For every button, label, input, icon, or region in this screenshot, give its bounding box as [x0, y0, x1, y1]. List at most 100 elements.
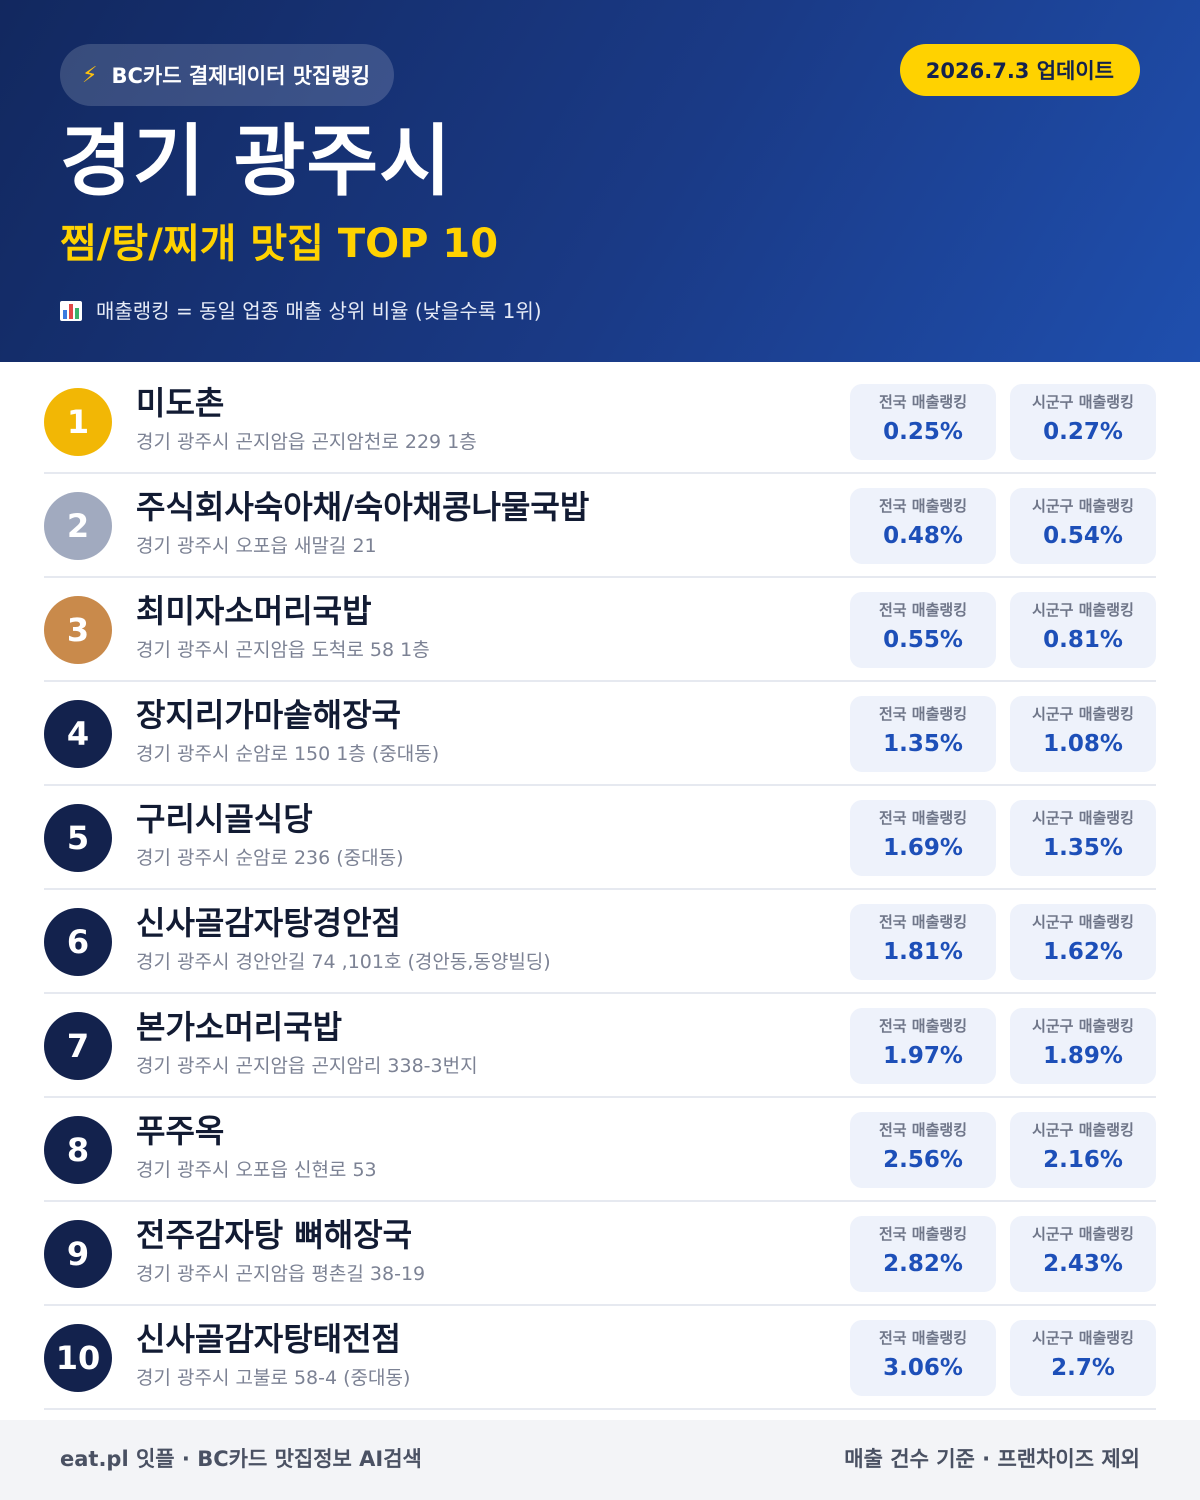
bar-chart-icon	[60, 301, 82, 321]
restaurant-address: 경기 광주시 고불로 58-4 (중대동)	[136, 1367, 411, 1389]
local-rank-value: 0.81%	[1043, 627, 1123, 653]
restaurant-row[interactable]: 9 전주감자탕 뼈해장국 경기 광주시 곤지암읍 평촌길 38-19 전국 매출…	[44, 1202, 1156, 1306]
rank-badge: 6	[44, 908, 112, 976]
region-title: 경기 광주시	[60, 117, 452, 207]
national-rank-value: 2.56%	[883, 1147, 963, 1173]
rank-badge: 7	[44, 1012, 112, 1080]
restaurant-name: 전주감자탕 뼈해장국	[136, 1216, 413, 1254]
local-rank-label: 시군구 매출랭킹	[1032, 913, 1134, 931]
category-title: 찜/탕/찌개 맛집 TOP 10	[60, 221, 499, 267]
rank-badge: 9	[44, 1220, 112, 1288]
national-rank-value: 1.69%	[883, 835, 963, 861]
local-rank-card: 시군구 매출랭킹 1.35%	[1010, 800, 1156, 876]
restaurant-address: 경기 광주시 순암로 150 1층 (중대동)	[136, 743, 440, 765]
header-banner: ⚡ BC카드 결제데이터 맛집랭킹 2026.7.3 업데이트 경기 광주시 찜…	[0, 0, 1200, 362]
restaurant-name: 주식회사숙아채/숙아채콩나물국밥	[136, 488, 590, 526]
restaurant-row[interactable]: 7 본가소머리국밥 경기 광주시 곤지암읍 곤지암리 338-3번지 전국 매출…	[44, 994, 1156, 1098]
national-rank-card: 전국 매출랭킹 0.55%	[850, 592, 996, 668]
restaurant-row[interactable]: 2 주식회사숙아채/숙아채콩나물국밥 경기 광주시 오포읍 새말길 21 전국 …	[44, 474, 1156, 578]
local-rank-value: 2.7%	[1051, 1355, 1115, 1381]
restaurant-row[interactable]: 4 장지리가마솥해장국 경기 광주시 순암로 150 1층 (중대동) 전국 매…	[44, 682, 1156, 786]
local-rank-card: 시군구 매출랭킹 1.89%	[1010, 1008, 1156, 1084]
local-rank-label: 시군구 매출랭킹	[1032, 1225, 1134, 1243]
restaurant-address: 경기 광주시 곤지암읍 곤지암리 338-3번지	[136, 1055, 478, 1077]
footer: eat.pl 잇플 · BC카드 맛집정보 AI검색 매출 건수 기준 · 프랜…	[0, 1420, 1200, 1500]
restaurant-list: 1 미도촌 경기 광주시 곤지암읍 곤지암천로 229 1층 전국 매출랭킹 0…	[44, 370, 1156, 1410]
restaurant-row[interactable]: 8 푸주옥 경기 광주시 오포읍 신현로 53 전국 매출랭킹 2.56% 시군…	[44, 1098, 1156, 1202]
local-rank-value: 1.35%	[1043, 835, 1123, 861]
restaurant-row[interactable]: 10 신사골감자탕태전점 경기 광주시 고불로 58-4 (중대동) 전국 매출…	[44, 1306, 1156, 1410]
legend-text: 매출랭킹 = 동일 업종 매출 상위 비율 (낮을수록 1위)	[96, 299, 542, 323]
rank-badge: 3	[44, 596, 112, 664]
national-rank-card: 전국 매출랭킹 2.82%	[850, 1216, 996, 1292]
restaurant-name: 신사골감자탕경안점	[136, 904, 401, 942]
local-rank-label: 시군구 매출랭킹	[1032, 1329, 1134, 1347]
local-rank-value: 1.62%	[1043, 939, 1123, 965]
footer-credit: eat.pl 잇플 · BC카드 맛집정보 AI검색	[60, 1447, 422, 1471]
national-rank-label: 전국 매출랭킹	[878, 1329, 968, 1347]
local-rank-value: 2.43%	[1043, 1251, 1123, 1277]
restaurant-name: 최미자소머리국밥	[136, 592, 372, 630]
local-rank-label: 시군구 매출랭킹	[1032, 705, 1134, 723]
rank-badge: 2	[44, 492, 112, 560]
local-rank-label: 시군구 매출랭킹	[1032, 601, 1134, 619]
restaurant-address: 경기 광주시 곤지암읍 도척로 58 1층	[136, 639, 430, 661]
national-rank-value: 1.81%	[883, 939, 963, 965]
rank-badge: 1	[44, 388, 112, 456]
national-rank-card: 전국 매출랭킹 2.56%	[850, 1112, 996, 1188]
national-rank-label: 전국 매출랭킹	[878, 1225, 968, 1243]
national-rank-label: 전국 매출랭킹	[878, 809, 968, 827]
source-badge: ⚡ BC카드 결제데이터 맛집랭킹	[60, 44, 395, 106]
restaurant-address: 경기 광주시 곤지암읍 평촌길 38-19	[136, 1263, 426, 1285]
restaurant-row[interactable]: 6 신사골감자탕경안점 경기 광주시 경안안길 74 ,101호 (경안동,동양…	[44, 890, 1156, 994]
national-rank-label: 전국 매출랭킹	[878, 705, 968, 723]
restaurant-name: 미도촌	[136, 384, 225, 422]
local-rank-card: 시군구 매출랭킹 2.16%	[1010, 1112, 1156, 1188]
local-rank-card: 시군구 매출랭킹 1.08%	[1010, 696, 1156, 772]
local-rank-value: 1.89%	[1043, 1043, 1123, 1069]
restaurant-address: 경기 광주시 오포읍 새말길 21	[136, 535, 377, 557]
footer-note: 매출 건수 기준 · 프랜차이즈 제외	[844, 1447, 1140, 1471]
restaurant-name: 본가소머리국밥	[136, 1008, 343, 1046]
restaurant-name: 구리시골식당	[136, 800, 313, 838]
restaurant-address: 경기 광주시 곤지암읍 곤지암천로 229 1층	[136, 431, 477, 453]
national-rank-value: 1.97%	[883, 1043, 963, 1069]
ranking-legend: 매출랭킹 = 동일 업종 매출 상위 비율 (낮을수록 1위)	[60, 294, 542, 328]
local-rank-card: 시군구 매출랭킹 0.54%	[1010, 488, 1156, 564]
update-badge: 2026.7.3 업데이트	[899, 44, 1140, 96]
national-rank-card: 전국 매출랭킹 1.81%	[850, 904, 996, 980]
national-rank-value: 0.48%	[883, 523, 963, 549]
national-rank-card: 전국 매출랭킹 0.25%	[850, 384, 996, 460]
restaurant-address: 경기 광주시 오포읍 신현로 53	[136, 1159, 377, 1181]
local-rank-card: 시군구 매출랭킹 2.43%	[1010, 1216, 1156, 1292]
lightning-bolt-icon: ⚡	[82, 62, 98, 88]
local-rank-value: 2.16%	[1043, 1147, 1123, 1173]
restaurant-address: 경기 광주시 순암로 236 (중대동)	[136, 847, 404, 869]
national-rank-value: 3.06%	[883, 1355, 963, 1381]
rank-badge: 8	[44, 1116, 112, 1184]
national-rank-card: 전국 매출랭킹 3.06%	[850, 1320, 996, 1396]
national-rank-value: 1.35%	[883, 731, 963, 757]
restaurant-name: 장지리가마솥해장국	[136, 696, 401, 734]
local-rank-label: 시군구 매출랭킹	[1032, 497, 1134, 515]
rank-badge: 10	[44, 1324, 112, 1392]
local-rank-label: 시군구 매출랭킹	[1032, 1121, 1134, 1139]
rank-badge: 5	[44, 804, 112, 872]
local-rank-label: 시군구 매출랭킹	[1032, 393, 1134, 411]
local-rank-card: 시군구 매출랭킹 2.7%	[1010, 1320, 1156, 1396]
national-rank-card: 전국 매출랭킹 1.69%	[850, 800, 996, 876]
rank-badge: 4	[44, 700, 112, 768]
local-rank-label: 시군구 매출랭킹	[1032, 809, 1134, 827]
national-rank-card: 전국 매출랭킹 0.48%	[850, 488, 996, 564]
local-rank-value: 1.08%	[1043, 731, 1123, 757]
national-rank-label: 전국 매출랭킹	[878, 601, 968, 619]
local-rank-card: 시군구 매출랭킹 1.62%	[1010, 904, 1156, 980]
national-rank-label: 전국 매출랭킹	[878, 393, 968, 411]
restaurant-name: 푸주옥	[136, 1112, 225, 1150]
restaurant-row[interactable]: 5 구리시골식당 경기 광주시 순암로 236 (중대동) 전국 매출랭킹 1.…	[44, 786, 1156, 890]
restaurant-row[interactable]: 1 미도촌 경기 광주시 곤지암읍 곤지암천로 229 1층 전국 매출랭킹 0…	[44, 370, 1156, 474]
restaurant-row[interactable]: 3 최미자소머리국밥 경기 광주시 곤지암읍 도척로 58 1층 전국 매출랭킹…	[44, 578, 1156, 682]
national-rank-value: 0.55%	[883, 627, 963, 653]
national-rank-label: 전국 매출랭킹	[878, 1121, 968, 1139]
local-rank-label: 시군구 매출랭킹	[1032, 1017, 1134, 1035]
